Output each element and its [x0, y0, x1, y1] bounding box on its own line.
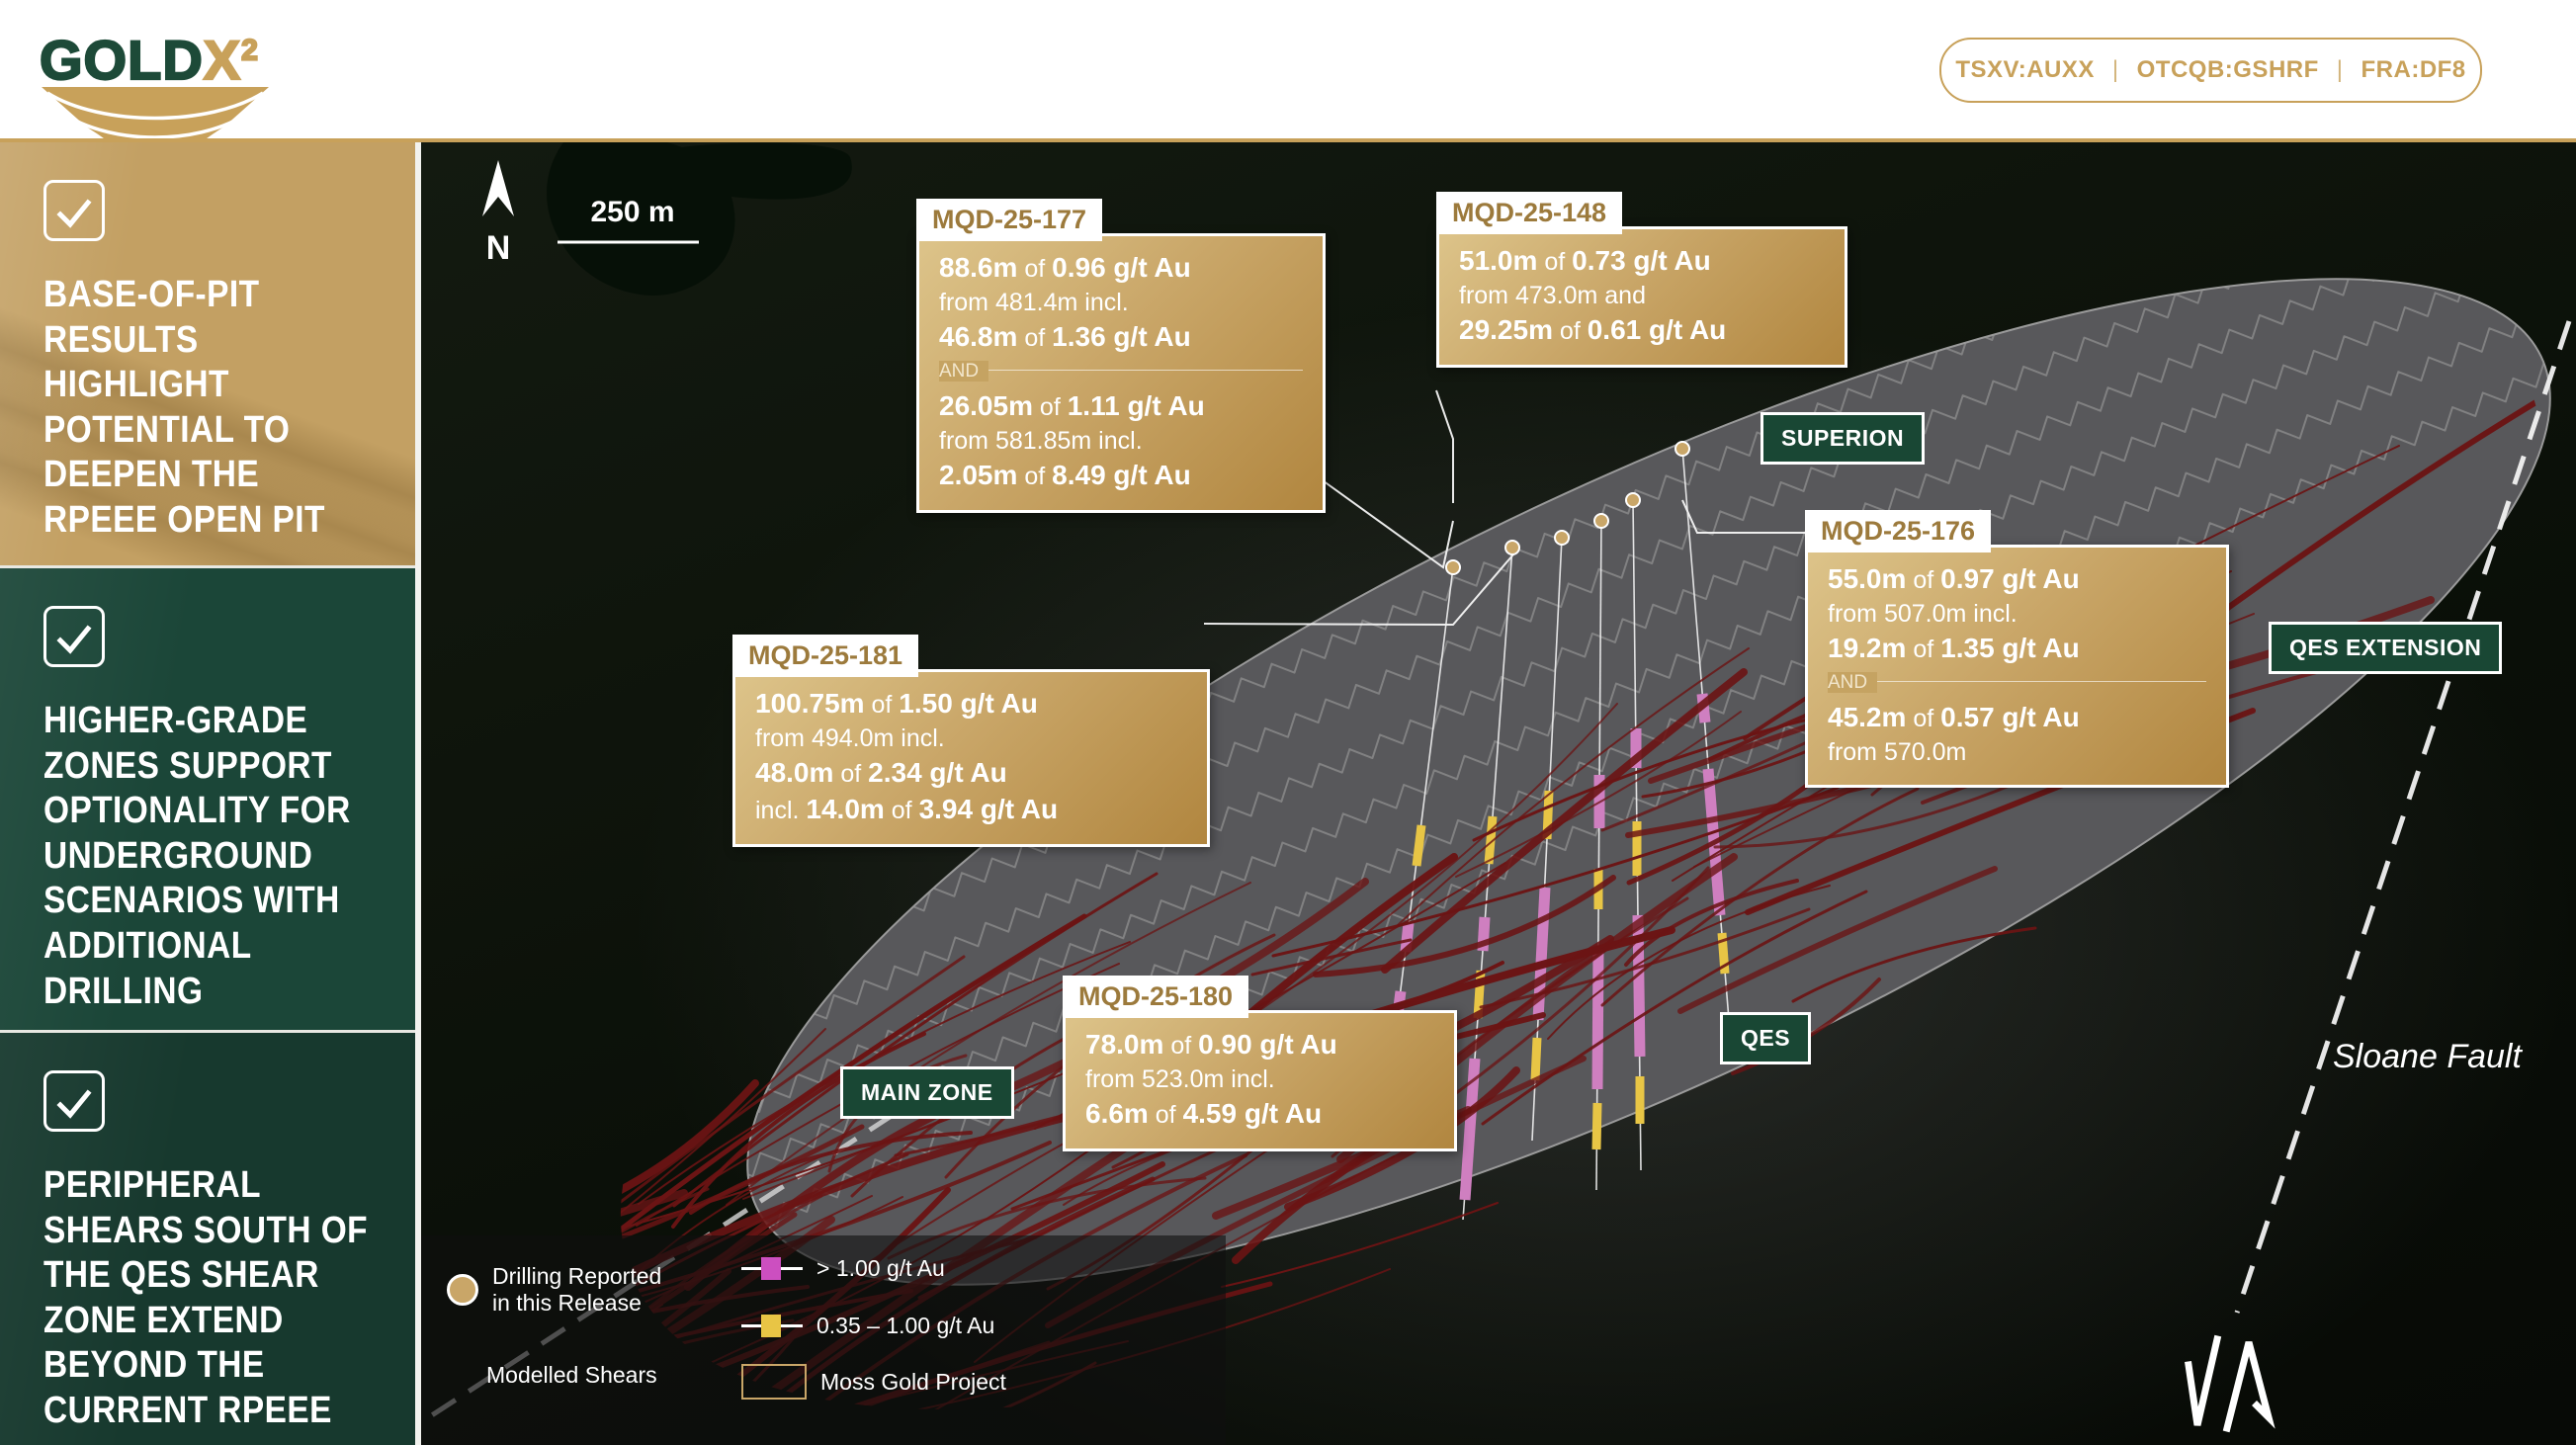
svg-text:250 m: 250 m: [590, 196, 674, 228]
svg-text:Sloane Fault: Sloane Fault: [2333, 1038, 2523, 1075]
svg-text:N: N: [486, 229, 511, 267]
